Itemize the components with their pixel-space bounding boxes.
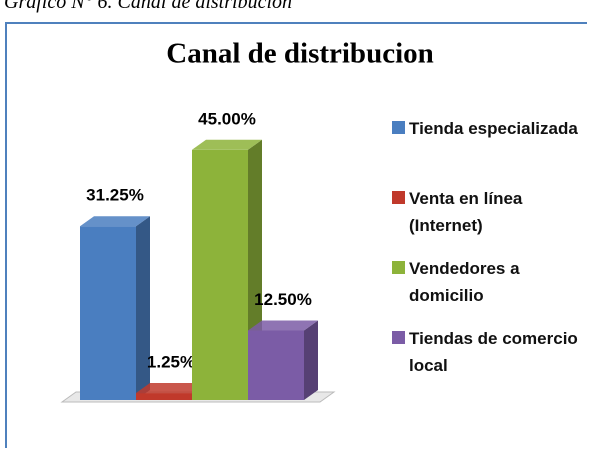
legend-label: Venta en línea (Internet) <box>409 189 523 235</box>
legend-item: Tiendas de comercio local <box>392 325 582 379</box>
bar-side <box>136 216 150 400</box>
chart-frame <box>5 22 587 448</box>
value-label: 1.25% <box>147 353 195 372</box>
caption: Gráfico N° 6. Canal de distribución <box>4 0 292 13</box>
bar-side <box>304 320 318 400</box>
value-label: 31.25% <box>86 186 144 205</box>
legend-swatch <box>392 121 405 134</box>
legend-swatch <box>392 261 405 274</box>
bar <box>80 226 136 400</box>
value-label: 45.00% <box>198 109 256 128</box>
legend-item: Venta en línea (Internet) <box>392 185 582 239</box>
bar <box>248 330 304 400</box>
bar <box>192 149 248 400</box>
legend-label: Vendedores a domicilio <box>409 259 520 305</box>
legend-item: Tienda especializada <box>392 115 582 142</box>
legend-label: Tienda especializada <box>409 119 578 138</box>
bar <box>136 393 192 400</box>
legend-label: Tiendas de comercio local <box>409 329 578 375</box>
bar-top <box>80 216 150 227</box>
value-label: 12.50% <box>254 290 312 309</box>
legend-swatch <box>392 331 405 344</box>
legend-item: Vendedores a domicilio <box>392 255 582 309</box>
bar-top <box>248 320 318 331</box>
bar-top <box>192 139 262 150</box>
bar-top <box>136 383 206 394</box>
legend-swatch <box>392 191 405 204</box>
chart-title: Canal de distribucion <box>166 38 434 70</box>
